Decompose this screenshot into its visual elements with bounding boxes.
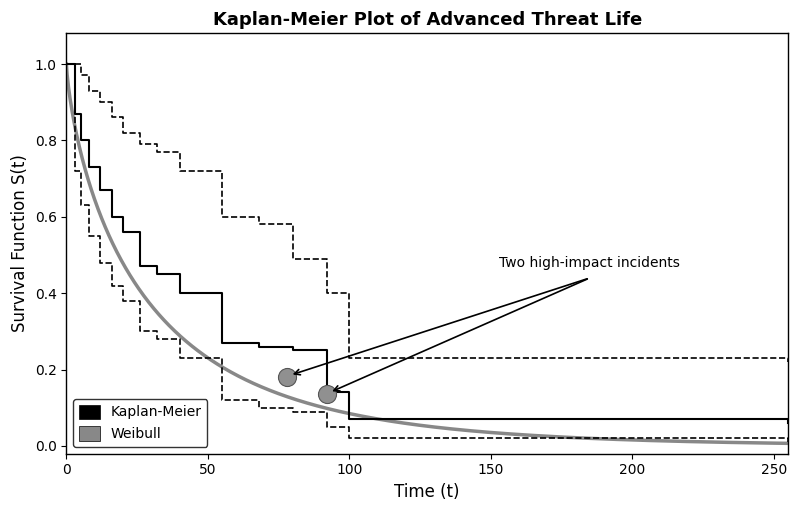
Kaplan-Meier — [76, 137, 86, 143]
Weibull — [638, 437, 647, 443]
Kaplan-Meier — [84, 164, 94, 170]
Line: Kaplan-Meier: Kaplan-Meier — [66, 64, 788, 423]
Kaplan-Meier — [62, 61, 71, 67]
Kaplan-Meier — [288, 348, 298, 354]
Legend: Kaplan-Meier, Weibull: Kaplan-Meier, Weibull — [74, 399, 207, 446]
Kaplan-Meier — [254, 344, 263, 350]
Weibull — [62, 61, 71, 67]
Weibull — [379, 417, 389, 423]
Kaplan-Meier — [322, 390, 331, 396]
Kaplan-Meier — [118, 229, 128, 235]
Text: Two high-impact incidents: Two high-impact incidents — [499, 257, 680, 270]
Weibull — [135, 287, 145, 293]
Kaplan-Meier — [152, 271, 162, 277]
Weibull — [557, 434, 566, 440]
X-axis label: Time (t): Time (t) — [394, 483, 460, 501]
Kaplan-Meier — [345, 416, 354, 422]
Title: Kaplan-Meier Plot of Advanced Threat Life: Kaplan-Meier Plot of Advanced Threat Lif… — [213, 11, 642, 29]
Y-axis label: Survival Function S(t): Survival Function S(t) — [11, 155, 29, 332]
Kaplan-Meier — [70, 111, 80, 117]
Weibull — [624, 437, 634, 443]
Kaplan-Meier — [107, 214, 117, 220]
Line: Weibull: Weibull — [66, 64, 788, 443]
Kaplan-Meier — [95, 187, 105, 193]
Kaplan-Meier — [135, 263, 145, 269]
Kaplan-Meier — [218, 340, 227, 346]
Weibull — [783, 440, 793, 446]
Kaplan-Meier — [783, 420, 793, 426]
Weibull — [354, 412, 363, 418]
Kaplan-Meier — [174, 290, 184, 296]
